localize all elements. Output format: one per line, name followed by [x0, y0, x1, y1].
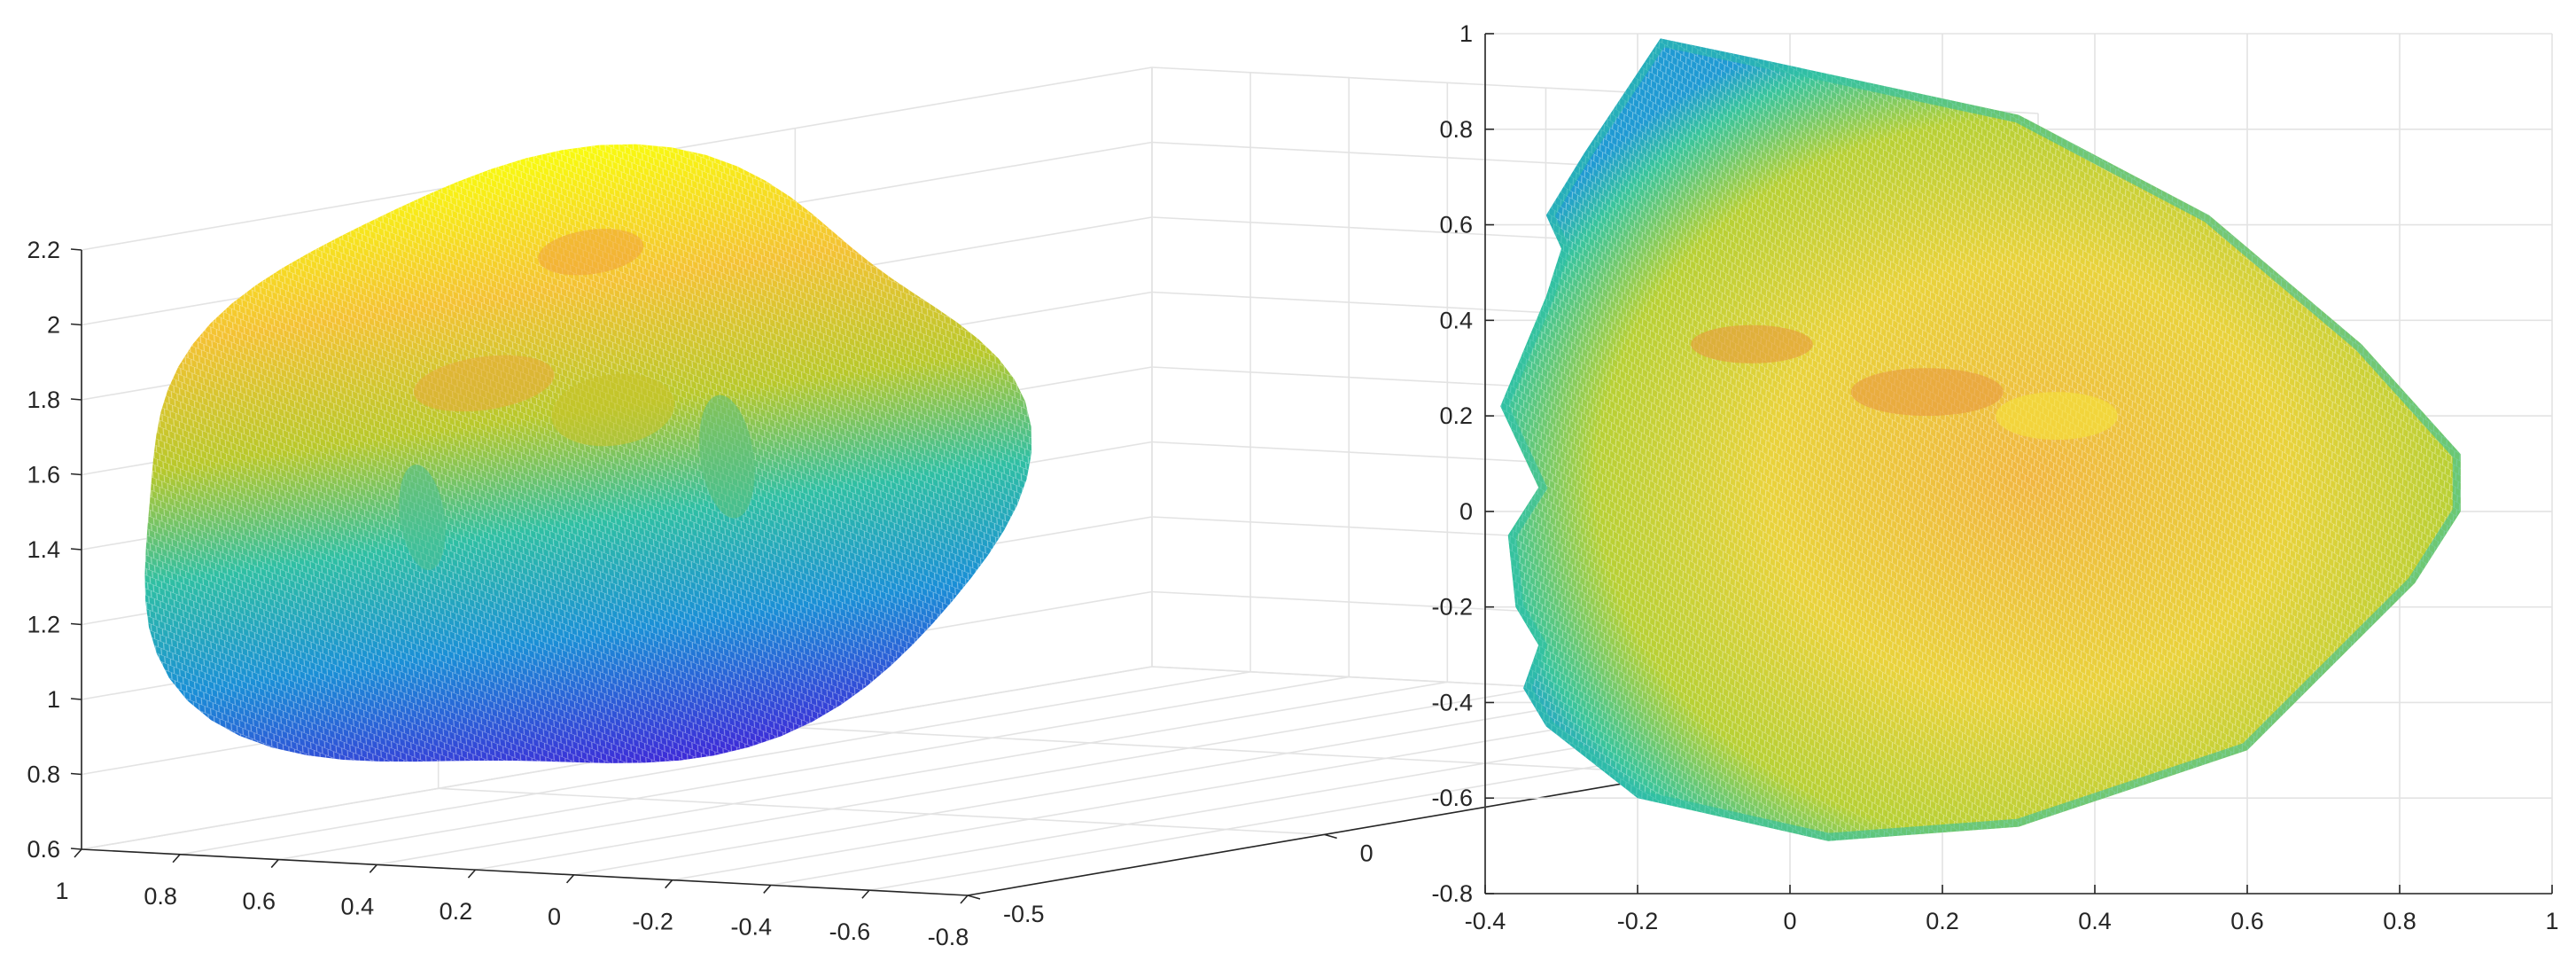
- x-tick-label: 1: [2545, 908, 2558, 934]
- y-tick-mark: [1324, 833, 1337, 840]
- z-tick-label: 1: [47, 686, 60, 713]
- axes-3d: 10.80.60.40.20-0.2-0.4-0.6-0.8-0.500.510…: [27, 66, 2087, 950]
- x-tick-mark: [467, 869, 477, 879]
- y-tick-label: 0.2: [1439, 402, 1473, 429]
- z-tick-mark: [70, 323, 82, 326]
- face-feature: [1691, 324, 1813, 363]
- axis-lines-2d: [1484, 33, 2553, 895]
- x-tick-label: 0.6: [242, 888, 276, 915]
- grid-line: [179, 670, 1251, 856]
- face-feature: [699, 395, 755, 519]
- y-tick-label: 0.4: [1439, 307, 1473, 333]
- x-tick-label: -0.4: [731, 913, 773, 940]
- y-tick-label: -0.8: [1431, 880, 1473, 907]
- x-tick-label: -0.2: [1617, 908, 1659, 934]
- mesh-overlay: [90, 90, 1070, 832]
- x-tick-mark: [960, 895, 969, 904]
- y-tick-mark: [967, 895, 981, 900]
- x-tick-mark: [665, 879, 673, 889]
- x-tick-label: 0: [548, 903, 561, 930]
- z-tick-label: 0.6: [27, 836, 60, 863]
- z-tick-label: 2: [47, 312, 60, 339]
- z-tick-label: 0.8: [27, 762, 60, 788]
- face-mesh-3d: [90, 90, 1070, 832]
- x-tick-label: 0.8: [144, 883, 177, 910]
- face-feature: [399, 465, 446, 571]
- mesh-overlay: [1500, 38, 2461, 841]
- grid-line: [377, 681, 1448, 866]
- x-tick-label: 0.6: [2230, 908, 2264, 934]
- y-tick-label: -0.5: [1003, 901, 1045, 927]
- x-tick-label: 0: [1783, 908, 1796, 934]
- x-tick-mark: [565, 874, 575, 884]
- x-tick-label: 0.4: [2078, 908, 2112, 934]
- x-tick-mark: [74, 848, 82, 858]
- z-tick-mark: [70, 248, 82, 251]
- y-tick-label: 0: [1459, 498, 1473, 525]
- face-feature: [1850, 368, 2004, 417]
- tick-labels-2d: -0.4 -0.2 0 0.2 0.4 0.6 0.8 1 -0.8 -0.6 -0.4 -0.2 0 0…: [1431, 20, 2558, 934]
- face-feature: [413, 355, 555, 412]
- mesh-pattern: [90, 90, 1070, 832]
- x-tick-mark: [369, 863, 377, 873]
- z-tick-mark: [70, 473, 82, 476]
- face-feature: [551, 373, 675, 447]
- grid-line: [278, 676, 1350, 861]
- y-tick-label: -0.4: [1431, 689, 1473, 715]
- x-tick-label: -0.4: [1465, 908, 1506, 934]
- y-tick-label: 0.8: [1439, 116, 1473, 143]
- x-tick-label: -0.6: [829, 918, 871, 945]
- x-tick-label: 0.8: [2383, 908, 2416, 934]
- x-tick-mark: [861, 889, 870, 899]
- face-mesh-2d: [1500, 38, 2461, 841]
- y-tick-label: 1: [1459, 20, 1473, 47]
- x-tick-mark: [763, 884, 772, 894]
- x-tick-mark: [172, 854, 181, 863]
- mesh-pattern: [1500, 38, 2461, 841]
- grid-line: [475, 686, 1546, 871]
- z-tick-label: 1.6: [27, 462, 60, 488]
- face-feature: [538, 229, 644, 276]
- grid-line: [795, 726, 1682, 775]
- grid-line: [438, 787, 1325, 836]
- x-tick-label: 0.2: [1926, 908, 1959, 934]
- x-tick-label: 1: [55, 878, 68, 904]
- y-tick-label: 0: [1360, 840, 1374, 866]
- x-tick-label: -0.2: [632, 909, 673, 935]
- z-tick-mark: [70, 548, 82, 551]
- z-tick-mark: [70, 398, 82, 401]
- y-tick-label: -0.2: [1431, 594, 1473, 621]
- z-tick-mark: [70, 622, 82, 626]
- y-tick-label: -0.6: [1431, 785, 1473, 811]
- z-tick-label: 1.4: [27, 536, 60, 563]
- grid-line: [573, 691, 1645, 876]
- z-tick-mark: [70, 772, 82, 776]
- z-tick-label: 2.2: [27, 237, 60, 263]
- z-tick-label: 1.2: [27, 612, 60, 638]
- x-tick-mark: [270, 859, 279, 869]
- x-axis-line: [81, 848, 969, 896]
- face-feature: [1996, 392, 2118, 441]
- x-tick-label: 0.2: [440, 898, 473, 925]
- x-tick-label: 0.4: [341, 893, 375, 919]
- axes-2d: -0.4 -0.2 0 0.2 0.4 0.6 0.8 1 -0.8 -0.6 -0.4 -0.2 0 0…: [1431, 20, 2558, 934]
- x-tick-label: -0.8: [928, 924, 969, 950]
- y-tick-label: 0.6: [1439, 212, 1473, 238]
- z-tick-label: 1.8: [27, 387, 60, 413]
- z-tick-mark: [70, 848, 82, 850]
